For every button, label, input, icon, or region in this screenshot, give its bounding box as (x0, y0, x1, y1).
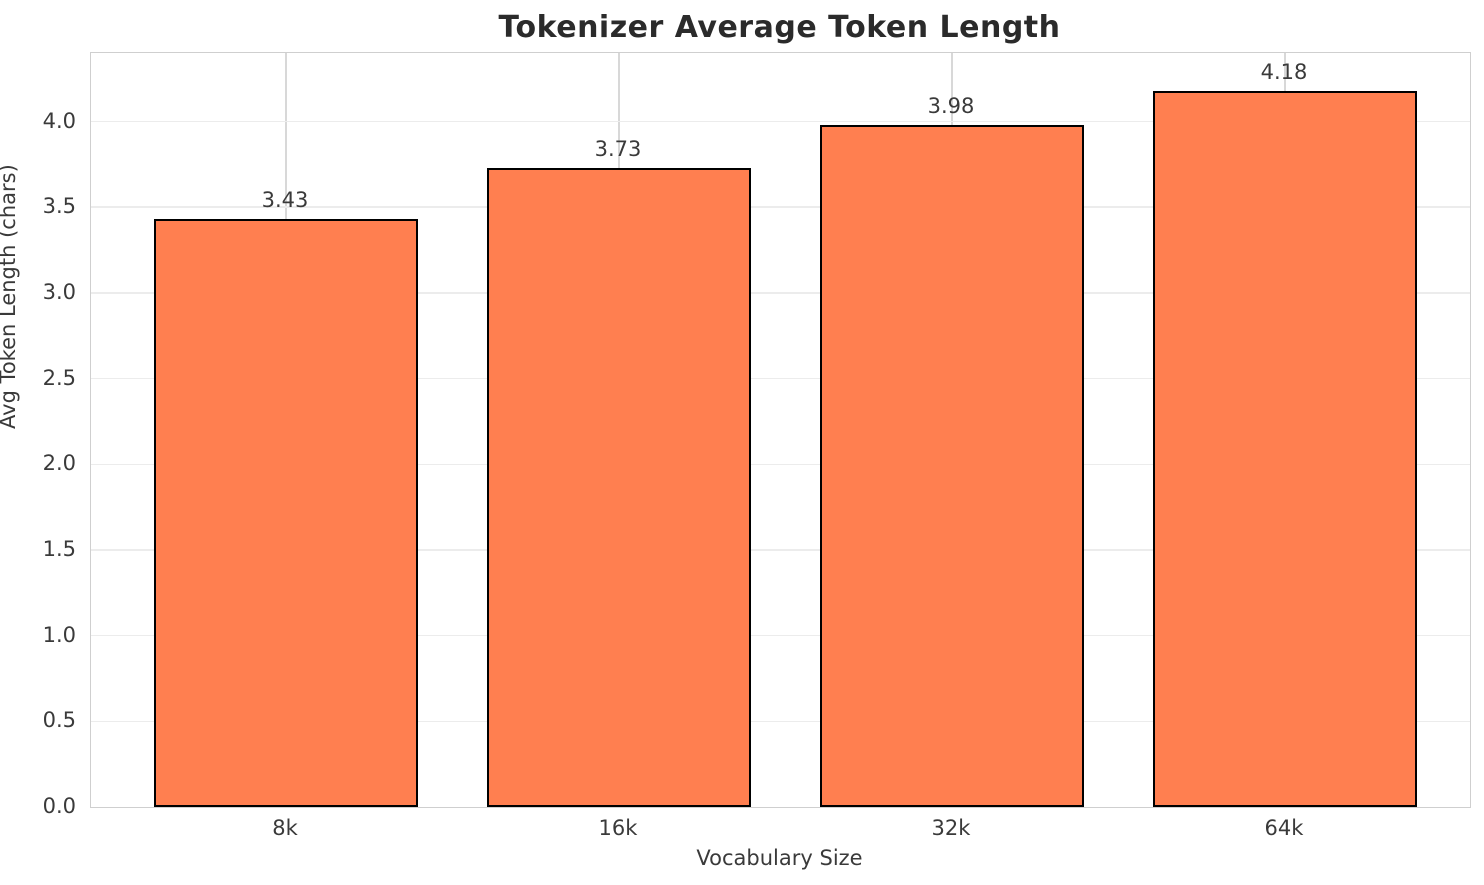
gridline-y (91, 549, 1470, 551)
bar-value-label: 3.43 (261, 188, 309, 213)
gridline-y (91, 120, 1470, 123)
y-tick-label: 4.0 (42, 108, 76, 133)
y-tick-label: 2.5 (42, 365, 76, 390)
x-tick-label: 16k (598, 816, 638, 840)
gridline-y (91, 463, 1470, 466)
y-tick-label: 1.5 (42, 536, 76, 561)
y-tick-label: 0.0 (42, 794, 76, 818)
bar-value-label: 4.18 (1260, 59, 1308, 84)
gridline-y (91, 206, 1470, 208)
bar (1153, 90, 1417, 807)
y-tick-label: 0.5 (42, 708, 76, 733)
chart-title: Tokenizer Average Token Length (498, 10, 1061, 45)
gridline-y (91, 634, 1470, 637)
bar (487, 167, 751, 807)
bar (820, 124, 1084, 807)
x-tick-label: 32k (931, 816, 971, 840)
y-tick-label: 1.0 (42, 622, 76, 647)
plot-area (90, 52, 1471, 808)
x-axis-label: Vocabulary Size (696, 846, 863, 870)
bar-value-label: 3.73 (594, 136, 642, 161)
gridline-y (91, 377, 1470, 380)
x-tick-label: 64k (1264, 816, 1304, 840)
gridline-y (91, 292, 1470, 294)
bar (154, 219, 418, 807)
y-tick-label: 3.5 (42, 194, 76, 219)
gridline-y (91, 720, 1470, 723)
y-axis-label-text: Avg Token Length (chars) (0, 164, 20, 429)
y-tick-label: 2.0 (42, 451, 76, 476)
x-tick-label: 8k (272, 816, 298, 840)
y-tick-label: 3.0 (42, 279, 76, 304)
bar-value-label: 3.98 (927, 93, 975, 118)
